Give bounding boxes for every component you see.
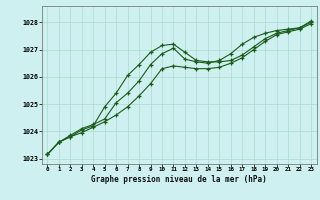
X-axis label: Graphe pression niveau de la mer (hPa): Graphe pression niveau de la mer (hPa) — [91, 175, 267, 184]
